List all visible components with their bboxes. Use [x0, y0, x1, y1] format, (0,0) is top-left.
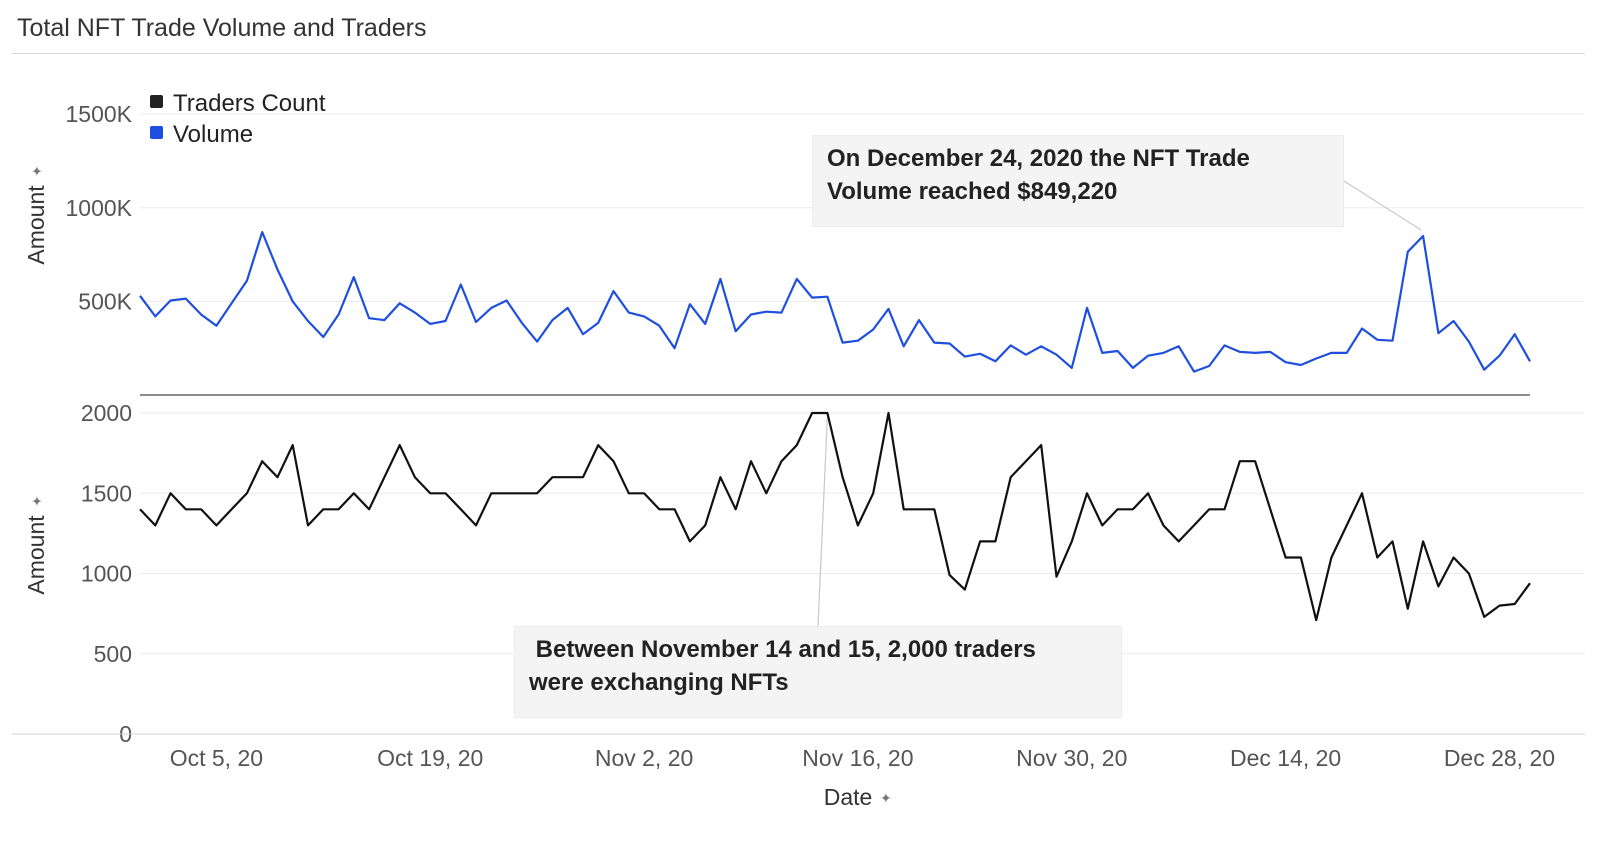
- x-tick-label: Dec 28, 20: [1444, 745, 1555, 771]
- plot-area: [12, 53, 1585, 841]
- pin-icon: ✦: [880, 790, 892, 806]
- pin-icon: ✦: [29, 165, 45, 177]
- y-tick-label: 1000: [81, 561, 132, 587]
- x-axis-label: Date ✦: [824, 784, 892, 810]
- y-tick-label: 1000K: [65, 195, 132, 221]
- x-tick-label: Dec 14, 20: [1230, 745, 1341, 771]
- y-tick-label: 500: [94, 641, 132, 667]
- x-tick-label: Oct 19, 20: [377, 745, 483, 771]
- annotation-traders-peak: Between November 14 and 15, 2,000 trader…: [514, 626, 1122, 718]
- top-y-axis-label: Amount ✦: [23, 165, 49, 265]
- bottom-y-axis-label: Amount ✦: [23, 495, 49, 595]
- x-tick-label: Nov 30, 20: [1016, 745, 1127, 771]
- y-tick-label: 500K: [78, 288, 132, 314]
- legend: Traders Count Volume: [150, 90, 326, 148]
- x-tick-label: Nov 2, 20: [595, 745, 693, 771]
- y-tick-label: 2000: [81, 400, 132, 426]
- y-tick-label: 1500K: [65, 101, 132, 127]
- callout-line-traders: [817, 417, 828, 627]
- callout-line-volume: [1343, 180, 1422, 231]
- callout-lines: [817, 180, 1422, 627]
- series-layer: [139, 231, 1531, 622]
- legend-label-volume: Volume: [173, 121, 253, 148]
- annotation-volume-line1: On December 24, 2020 the NFT Trade: [827, 145, 1250, 172]
- annotation-volume-line2: Volume reached $849,220: [827, 178, 1118, 205]
- annotation-traders-line1: Between November 14 and 15, 2,000 trader…: [529, 636, 1036, 663]
- annotation-traders-line2: were exchanging NFTs: [529, 669, 789, 696]
- top-ylabel-text: Amount: [23, 185, 49, 265]
- x-tick-label: Oct 5, 20: [170, 745, 263, 771]
- legend-label-traders: Traders Count: [173, 90, 326, 117]
- x-tick-label: Nov 16, 20: [802, 745, 913, 771]
- pin-icon: ✦: [29, 495, 45, 507]
- xlabel-text: Date: [824, 784, 873, 810]
- legend-swatch-traders: [150, 95, 163, 108]
- series-line-volume: [139, 231, 1531, 373]
- chart-title: Total NFT Trade Volume and Traders: [17, 14, 427, 42]
- annotation-volume-peak: On December 24, 2020 the NFT Trade Volum…: [812, 135, 1344, 227]
- grid-layer: [140, 113, 1585, 735]
- y-tick-label: 1500: [81, 480, 132, 506]
- legend-swatch-volume: [150, 126, 163, 139]
- bottom-ylabel-text: Amount: [23, 515, 49, 595]
- series-line-traders-count: [139, 411, 1531, 622]
